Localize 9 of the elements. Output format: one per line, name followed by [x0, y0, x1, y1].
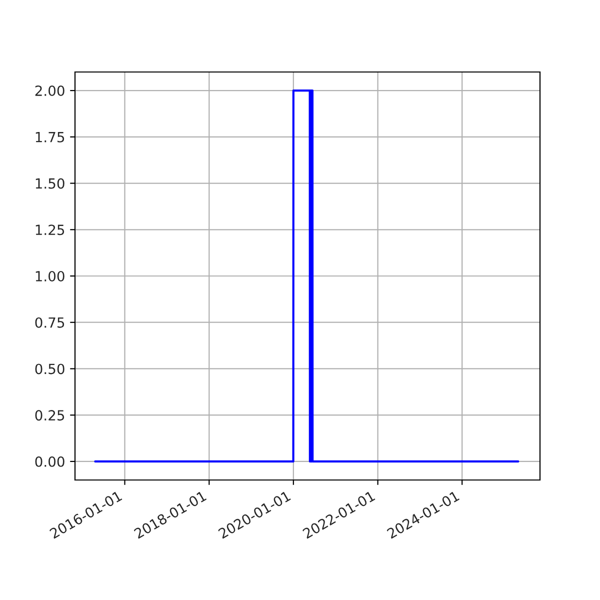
- y-tick-label: 0.75: [35, 317, 64, 328]
- y-tick-label: 1.25: [36, 224, 64, 236]
- y-tick-label: 0.50: [35, 364, 64, 374]
- y-tick-label: 0.00: [35, 456, 64, 467]
- y-tick-label: 1.75: [36, 132, 64, 142]
- y-tick-label: 1.50: [36, 178, 64, 189]
- y-tick-label: 1.00: [36, 270, 64, 282]
- y-tick-label: 0.25: [35, 410, 64, 421]
- y-tick-label: 2.00: [35, 86, 64, 96]
